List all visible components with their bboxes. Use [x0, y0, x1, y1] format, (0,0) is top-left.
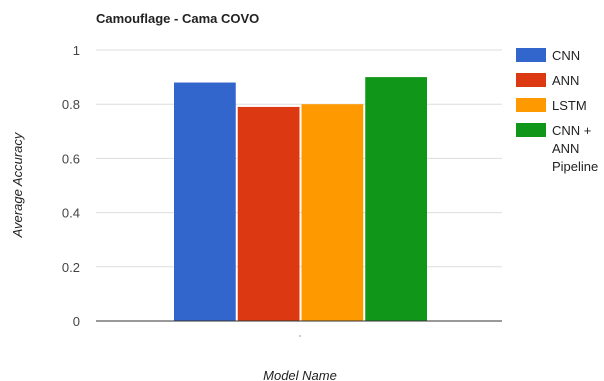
- bar-cnn-ann-pipeline: [365, 77, 427, 321]
- bar-lstm: [301, 104, 364, 321]
- legend-label: CNN: [552, 48, 580, 63]
- legend-swatch: [516, 48, 546, 62]
- legend-label: ANN: [552, 73, 579, 88]
- chart-title: Camouflage - Cama COVO: [96, 11, 259, 26]
- y-tick-label: 0: [73, 314, 80, 329]
- legend: CNN ANN LSTM CNN + ANN Pipeline: [516, 48, 598, 174]
- y-tick-label: 0.6: [62, 151, 80, 166]
- legend-label: CNN + ANN Pipeline: [552, 123, 598, 174]
- y-axis-ticks: 0 0.2 0.4 0.6 0.8 1: [62, 43, 80, 329]
- y-tick-label: 0.2: [62, 260, 80, 275]
- bar-cnn: [174, 82, 236, 322]
- legend-swatch: [516, 123, 546, 137]
- legend-swatch: [516, 98, 546, 112]
- y-tick-label: 1: [73, 43, 80, 58]
- x-axis-title: Model Name: [263, 368, 337, 381]
- legend-label: LSTM: [552, 98, 587, 113]
- legend-swatch: [516, 73, 546, 87]
- y-axis-title: Average Accuracy: [10, 131, 25, 238]
- bar-ann: [237, 106, 300, 321]
- y-tick-label: 0.8: [62, 97, 80, 112]
- bars: [174, 77, 427, 322]
- y-tick-label: 0.4: [62, 206, 80, 221]
